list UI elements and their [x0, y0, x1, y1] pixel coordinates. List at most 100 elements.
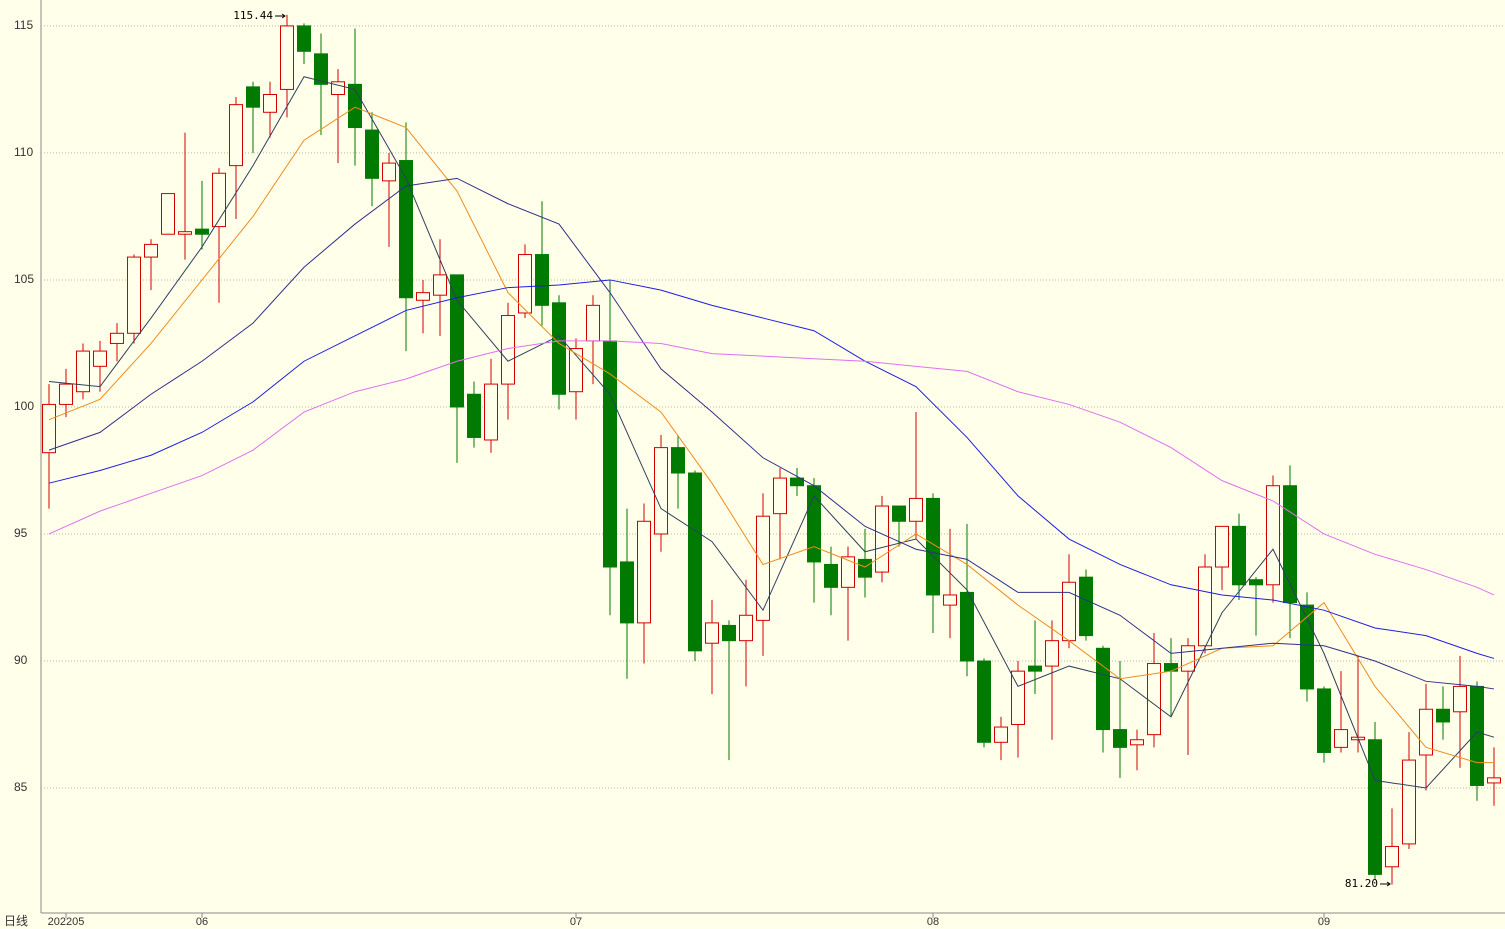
candle-body: [246, 86, 260, 108]
candle-body: [807, 485, 821, 563]
candle-body: [1062, 581, 1076, 642]
candle-body: [892, 505, 906, 522]
y-tick-label: 110: [14, 145, 33, 159]
candle-body: [1113, 729, 1127, 748]
candle-body: [59, 383, 73, 405]
candle-body: [365, 129, 379, 179]
candle-body: [909, 497, 923, 522]
high-annotation: 115.44: [233, 9, 273, 22]
candle-body: [756, 515, 770, 621]
candle-body: [1249, 579, 1263, 586]
candle-body: [1368, 739, 1382, 875]
moving-average-line: [48, 106, 1494, 764]
candle-body: [535, 254, 549, 306]
candle-body: [824, 563, 838, 588]
candle-body: [1215, 525, 1229, 568]
candle-body: [416, 292, 430, 301]
candle-body: [1130, 739, 1144, 746]
candle-body: [841, 556, 855, 588]
candle-body: [960, 591, 974, 662]
candle-body: [1453, 685, 1467, 713]
candle-body: [484, 383, 498, 441]
candle-body: [637, 520, 651, 624]
y-tick-label: 100: [14, 399, 34, 413]
candle-body: [399, 160, 413, 299]
y-tick-label: 85: [14, 780, 28, 794]
candle-body: [671, 447, 685, 474]
candle-body: [382, 162, 396, 182]
y-tick-label: 95: [14, 526, 28, 540]
candle-body: [76, 350, 90, 393]
candle-body: [518, 254, 532, 314]
candle-body: [943, 594, 957, 606]
candle-body: [229, 104, 243, 167]
candle-body: [314, 53, 328, 85]
candle-body: [603, 340, 617, 568]
candle-body: [127, 256, 141, 334]
candle-body: [1096, 647, 1110, 731]
annotation-arrow: [1380, 881, 1391, 887]
candle-body: [722, 624, 736, 642]
candle-body: [1266, 485, 1280, 586]
candle-body: [467, 393, 481, 438]
candle-body: [1181, 645, 1195, 672]
candle-body: [42, 403, 56, 454]
candle-body: [739, 614, 753, 642]
candle-body: [977, 660, 991, 743]
candle-body: [705, 622, 719, 644]
candle-body: [161, 193, 175, 235]
x-tick-label: 09: [1318, 916, 1330, 928]
candle-body: [790, 477, 804, 487]
period-label: 日线: [4, 914, 28, 928]
candle-body: [1232, 525, 1246, 586]
candle-body: [212, 172, 226, 228]
candle-body: [1487, 777, 1501, 784]
candle-body: [297, 25, 311, 52]
candle-body: [586, 304, 600, 342]
candle-body: [552, 302, 566, 395]
annotation-arrow: [275, 13, 286, 19]
candle-body: [110, 332, 124, 344]
candle-body: [1470, 685, 1484, 786]
x-tick-label: 08: [927, 916, 939, 928]
candle-body: [654, 447, 668, 535]
candle-body: [773, 477, 787, 515]
candle-body: [1283, 485, 1297, 604]
candle-body: [1198, 566, 1212, 647]
y-tick-label: 90: [14, 653, 28, 667]
candle-body: [926, 497, 940, 596]
candle-body: [1436, 708, 1450, 723]
candle-body: [1334, 729, 1348, 748]
candle-body: [450, 274, 464, 408]
candle-body: [144, 243, 158, 258]
candle-body: [263, 94, 277, 113]
y-tick-label: 115: [14, 18, 33, 32]
candle-body: [195, 228, 209, 235]
candle-body: [1419, 708, 1433, 756]
candle-body: [1079, 576, 1093, 637]
candle-body: [875, 505, 889, 573]
candle-body: [1164, 663, 1178, 672]
x-tick-label: 07: [570, 916, 582, 928]
candle-body: [620, 561, 634, 624]
candle-body: [1385, 845, 1399, 868]
candle-body: [1317, 688, 1331, 753]
moving-average-line: [48, 340, 1495, 596]
candle-body: [331, 81, 345, 96]
candle-body: [1045, 640, 1059, 667]
candle-body: [1028, 665, 1042, 672]
moving-average-line: [48, 177, 1495, 690]
candle-body: [348, 83, 362, 129]
x-tick-label: 06: [196, 916, 208, 928]
low-annotation: 81.20: [1345, 877, 1378, 890]
candle-body: [1402, 759, 1416, 845]
moving-average-line: [48, 279, 1495, 659]
candle-body: [433, 274, 447, 296]
candle-body: [178, 231, 192, 235]
candle-body: [858, 558, 872, 578]
candle-body: [688, 472, 702, 652]
candle-body: [93, 350, 107, 367]
candle-body: [994, 726, 1008, 743]
